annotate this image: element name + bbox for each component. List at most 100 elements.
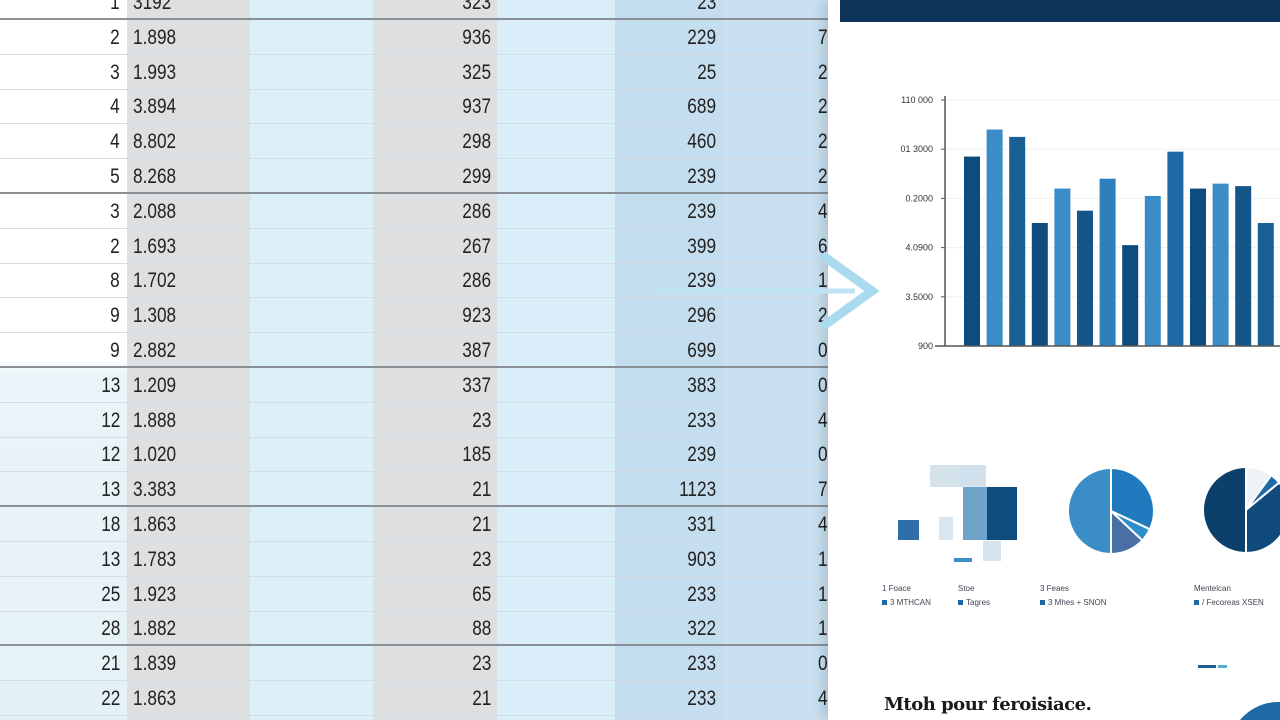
cell-f[interactable]: 296 bbox=[681, 298, 716, 333]
cell-d[interactable]: 387 bbox=[456, 333, 491, 368]
cell-b[interactable]: 1.209 bbox=[133, 368, 186, 403]
cell-rn[interactable]: 3 bbox=[108, 194, 120, 229]
cell-rn[interactable]: 13 bbox=[97, 472, 120, 507]
cell-d[interactable]: 21 bbox=[468, 681, 491, 716]
cell-d[interactable]: 88 bbox=[468, 611, 491, 646]
cell-b[interactable]: 8.268 bbox=[133, 159, 186, 194]
cell-d[interactable]: 337 bbox=[456, 368, 491, 403]
cell-rn[interactable]: 4 bbox=[108, 124, 120, 159]
cell-g[interactable]: 10 bbox=[818, 611, 828, 646]
cell-g[interactable]: 0 bbox=[818, 333, 828, 368]
cell-d[interactable]: 65 bbox=[468, 577, 491, 612]
cell-g[interactable]: 0 bbox=[818, 646, 828, 681]
cell-b[interactable]: 3192 bbox=[133, 0, 180, 20]
cell-g[interactable]: 0 bbox=[818, 437, 828, 472]
cell-rn[interactable]: 12 bbox=[97, 403, 120, 438]
cell-rn[interactable]: 4 bbox=[108, 89, 120, 124]
cell-b[interactable]: 1.839 bbox=[133, 646, 186, 681]
cell-b[interactable]: 1.888 bbox=[133, 403, 186, 438]
cell-rn[interactable]: 9 bbox=[108, 298, 120, 333]
cell-rn[interactable]: 9 bbox=[108, 333, 120, 368]
cell-f[interactable]: 699 bbox=[681, 333, 716, 368]
cell-f[interactable]: 399 bbox=[681, 229, 716, 264]
cell-g[interactable]: 2 bbox=[818, 89, 828, 124]
cell-g[interactable]: 7 bbox=[818, 472, 828, 507]
cell-b[interactable]: 3.383 bbox=[133, 472, 186, 507]
cell-g[interactable]: 2 bbox=[818, 55, 828, 90]
cell-rn[interactable]: 13 bbox=[97, 542, 120, 577]
cell-g[interactable]: 10 bbox=[818, 542, 828, 577]
cell-rn[interactable]: 21 bbox=[97, 646, 120, 681]
cell-d[interactable]: 21 bbox=[468, 507, 491, 542]
cell-f[interactable]: 460 bbox=[681, 124, 716, 159]
cell-d[interactable]: 325 bbox=[456, 55, 491, 90]
cell-g[interactable]: 2 bbox=[818, 124, 828, 159]
cell-rn[interactable]: 2 bbox=[108, 20, 120, 55]
cell-f[interactable]: 239 bbox=[681, 194, 716, 229]
cell-rn[interactable]: 13 bbox=[97, 368, 120, 403]
cell-g[interactable]: 4 bbox=[818, 194, 828, 229]
cell-f[interactable]: 233 bbox=[681, 577, 716, 612]
cell-rn[interactable]: 12 bbox=[97, 437, 120, 472]
cell-d[interactable]: 185 bbox=[456, 437, 491, 472]
cell-d[interactable]: 937 bbox=[456, 89, 491, 124]
cell-b[interactable]: 1.308 bbox=[133, 298, 186, 333]
cell-d[interactable]: 23 bbox=[468, 403, 491, 438]
cell-d[interactable]: 286 bbox=[456, 194, 491, 229]
cell-d[interactable]: 323 bbox=[456, 0, 491, 20]
cell-d[interactable]: 23 bbox=[468, 646, 491, 681]
cell-d[interactable]: 936 bbox=[456, 20, 491, 55]
cell-rn[interactable]: 3 bbox=[108, 55, 120, 90]
cell-f[interactable]: 25 bbox=[693, 55, 716, 90]
cell-g[interactable]: 6 bbox=[818, 229, 828, 264]
cell-b[interactable]: 1.020 bbox=[133, 437, 186, 472]
cell-f[interactable]: 331 bbox=[681, 507, 716, 542]
cell-rn[interactable]: 28 bbox=[97, 611, 120, 646]
cell-b[interactable]: 8.802 bbox=[133, 124, 186, 159]
cell-b[interactable]: 2.882 bbox=[133, 333, 186, 368]
cell-b[interactable]: 1.702 bbox=[133, 263, 186, 298]
cell-g[interactable]: 2 bbox=[818, 159, 828, 194]
cell-d[interactable]: 286 bbox=[456, 263, 491, 298]
cell-f[interactable]: 239 bbox=[681, 159, 716, 194]
cell-rn[interactable]: 22 bbox=[97, 681, 120, 716]
cell-rn[interactable]: 25 bbox=[97, 577, 120, 612]
cell-rn[interactable]: 2 bbox=[108, 229, 120, 264]
cell-b[interactable]: 1.863 bbox=[133, 681, 186, 716]
cell-d[interactable]: 21 bbox=[468, 472, 491, 507]
cell-b[interactable]: 1.882 bbox=[133, 611, 186, 646]
cell-rn[interactable]: 18 bbox=[97, 507, 120, 542]
cell-f[interactable]: 239 bbox=[681, 437, 716, 472]
cell-d[interactable]: 267 bbox=[456, 229, 491, 264]
cell-f[interactable]: 322 bbox=[681, 611, 716, 646]
cell-f[interactable]: 233 bbox=[681, 646, 716, 681]
cell-b[interactable]: 2.088 bbox=[133, 194, 186, 229]
cell-f[interactable]: 233 bbox=[681, 403, 716, 438]
cell-f[interactable]: 383 bbox=[681, 368, 716, 403]
cell-rn[interactable]: 5 bbox=[108, 159, 120, 194]
cell-g[interactable]: 4 bbox=[818, 681, 828, 716]
cell-b[interactable]: 1.783 bbox=[133, 542, 186, 577]
cell-rn[interactable]: 8 bbox=[108, 263, 120, 298]
cell-f[interactable]: 233 bbox=[681, 681, 716, 716]
cell-g[interactable]: 10 bbox=[818, 577, 828, 612]
cell-f[interactable]: 229 bbox=[681, 20, 716, 55]
cell-f[interactable]: 1123 bbox=[671, 472, 716, 507]
cell-rn[interactable]: 1 bbox=[108, 0, 120, 20]
cell-b[interactable]: 1.923 bbox=[133, 577, 186, 612]
cell-b[interactable]: 1.993 bbox=[133, 55, 186, 90]
cell-g[interactable]: 4 bbox=[818, 507, 828, 542]
cell-d[interactable]: 298 bbox=[456, 124, 491, 159]
cell-f[interactable]: 239 bbox=[681, 263, 716, 298]
cell-b[interactable]: 1.863 bbox=[133, 507, 186, 542]
cell-d[interactable]: 23 bbox=[468, 542, 491, 577]
cell-b[interactable]: 1.693 bbox=[133, 229, 186, 264]
cell-f[interactable]: 903 bbox=[681, 542, 716, 577]
cell-g[interactable]: 4 bbox=[818, 403, 828, 438]
cell-f[interactable]: 23 bbox=[693, 0, 716, 20]
cell-b[interactable]: 1.898 bbox=[133, 20, 186, 55]
cell-g[interactable]: 7 bbox=[818, 20, 828, 55]
cell-b[interactable]: 3.894 bbox=[133, 89, 186, 124]
cell-f[interactable]: 689 bbox=[681, 89, 716, 124]
cell-d[interactable]: 299 bbox=[456, 159, 491, 194]
